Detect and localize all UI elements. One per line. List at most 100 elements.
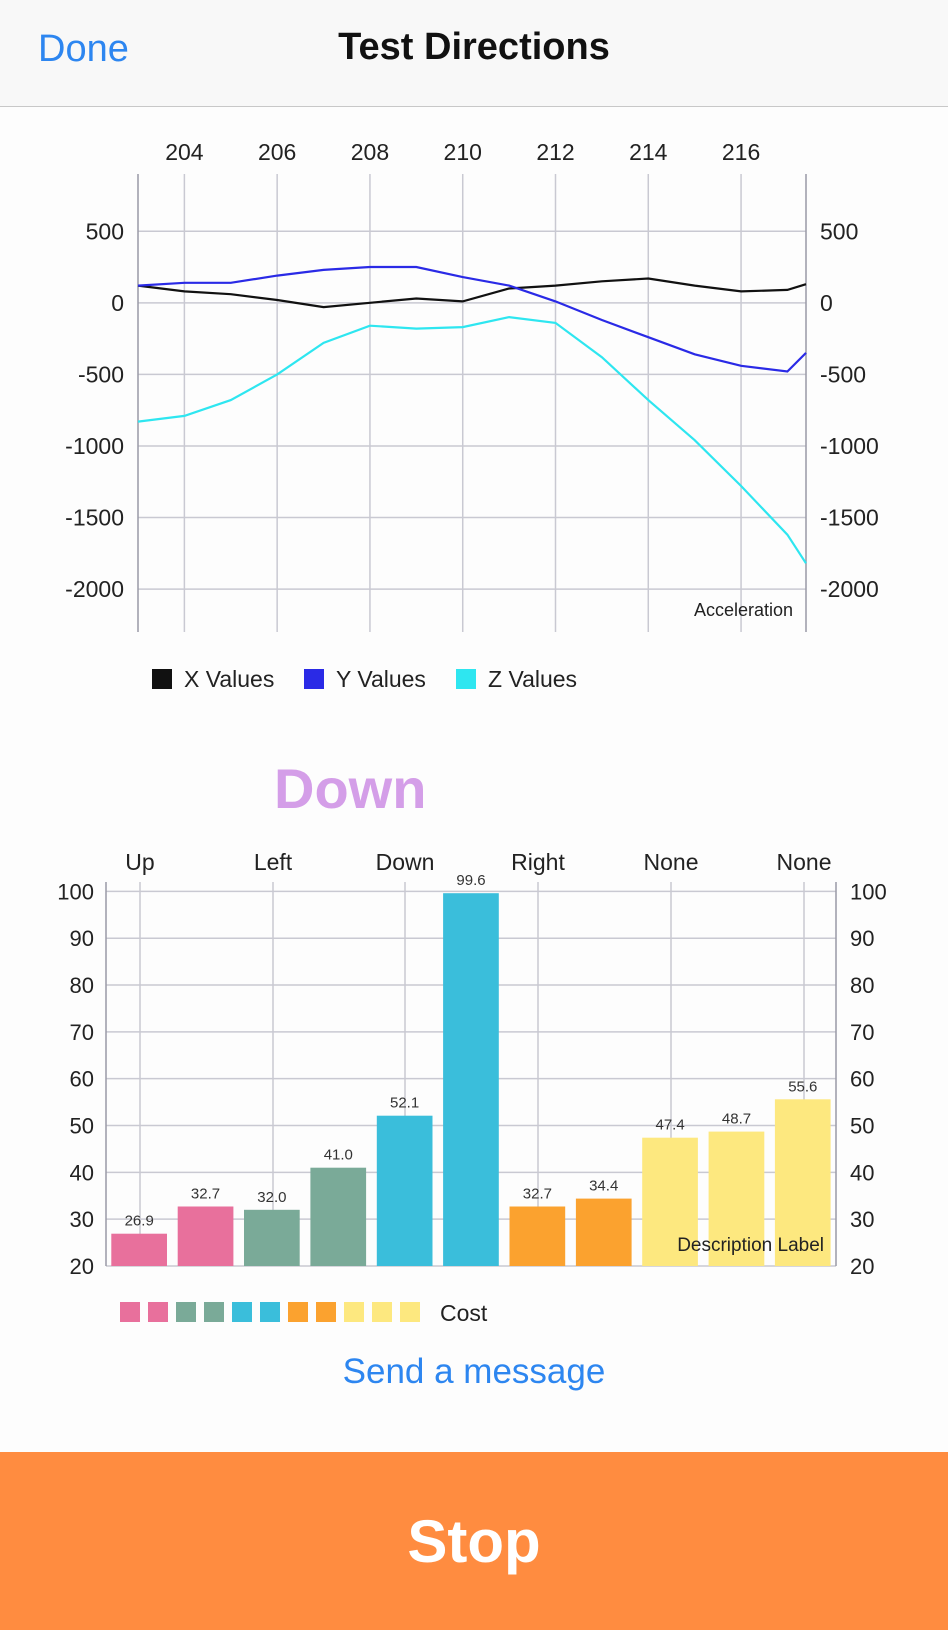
x-top-label: Up bbox=[125, 849, 154, 875]
x-tick-label: 216 bbox=[722, 139, 760, 165]
send-message-link[interactable]: Send a message bbox=[342, 1352, 606, 1391]
legend-swatch bbox=[288, 1302, 308, 1322]
done-button[interactable]: Done bbox=[38, 28, 129, 70]
legend-swatch bbox=[260, 1302, 280, 1322]
y-tick-label-right: -1500 bbox=[820, 505, 879, 531]
line-chart-legend: X Values Y Values Z Values bbox=[152, 666, 577, 692]
bar bbox=[244, 1209, 300, 1266]
series-line-x-values bbox=[137, 277, 807, 309]
y-tick-label-right: -2000 bbox=[820, 576, 879, 602]
y-tick-label-right: 80 bbox=[850, 973, 874, 998]
x-top-label: Right bbox=[511, 849, 565, 875]
bar bbox=[111, 1233, 167, 1266]
y-tick-label-left: -1500 bbox=[65, 505, 124, 531]
y-tick-label-right: 500 bbox=[820, 218, 858, 244]
y-tick-label-left: 40 bbox=[70, 1160, 94, 1185]
acceleration-line-chart: 204 206 208 210 212 214 216 500 500 0 0 -500 -500 -10… bbox=[65, 139, 879, 692]
series-line-y-values bbox=[137, 265, 807, 373]
page-title: Test Directions bbox=[338, 26, 610, 68]
y-tick-label-right: 70 bbox=[850, 1020, 874, 1045]
x-tick-label: 214 bbox=[629, 139, 668, 165]
legend-label: X Values bbox=[184, 666, 274, 692]
x-top-label: None bbox=[644, 849, 699, 875]
line-chart-series bbox=[137, 265, 807, 564]
bar-value-label: 32.7 bbox=[523, 1186, 552, 1203]
bar-value-label: 52.1 bbox=[390, 1095, 419, 1112]
bar bbox=[575, 1198, 632, 1266]
x-tick-label: 204 bbox=[165, 139, 204, 165]
bar bbox=[708, 1131, 765, 1266]
bar bbox=[509, 1206, 566, 1266]
x-tick-label: 212 bbox=[536, 139, 574, 165]
y-tick-label-left: 50 bbox=[70, 1114, 94, 1139]
cost-bar-chart: Up Left Down Right None None 100 100 90 90 80 80 70 7… bbox=[57, 849, 887, 1326]
bar bbox=[443, 893, 499, 1266]
x-top-label: Left bbox=[254, 849, 293, 875]
y-tick-label-left: 60 bbox=[70, 1067, 94, 1092]
navigation-bar: Done Test Directions bbox=[0, 0, 948, 107]
bar-chart-legend: Cost bbox=[120, 1300, 488, 1326]
bar-value-label: 41.0 bbox=[324, 1147, 353, 1164]
line-chart-grid bbox=[137, 174, 807, 632]
bar-value-label: 34.4 bbox=[589, 1178, 618, 1195]
legend-label: Y Values bbox=[336, 666, 426, 692]
bar bbox=[376, 1115, 433, 1266]
legend-swatch bbox=[304, 669, 324, 689]
y-tick-label-right: 30 bbox=[850, 1207, 874, 1232]
y-tick-label-left: 100 bbox=[57, 879, 94, 904]
x-tick-label: 208 bbox=[351, 139, 389, 165]
legend-swatch bbox=[204, 1302, 224, 1322]
bar-value-label: 32.0 bbox=[257, 1189, 286, 1206]
y-tick-label-right: -500 bbox=[820, 361, 866, 387]
legend-swatch bbox=[148, 1302, 168, 1322]
legend-swatch bbox=[344, 1302, 364, 1322]
x-tick-label: 206 bbox=[258, 139, 296, 165]
y-tick-label-left: -1000 bbox=[65, 433, 124, 459]
y-tick-label-left: 80 bbox=[70, 973, 94, 998]
x-top-label: None bbox=[777, 849, 832, 875]
y-tick-label-left: 0 bbox=[111, 290, 124, 316]
legend-swatch bbox=[372, 1302, 392, 1322]
x-top-label: Down bbox=[376, 849, 435, 875]
y-tick-label-left: 30 bbox=[70, 1207, 94, 1232]
y-tick-label-right: 100 bbox=[850, 879, 887, 904]
legend-swatch bbox=[176, 1302, 196, 1322]
y-tick-label-left: 70 bbox=[70, 1020, 94, 1045]
legend-swatch bbox=[456, 669, 476, 689]
legend-swatch bbox=[120, 1302, 140, 1322]
y-tick-label-right: 60 bbox=[850, 1067, 874, 1092]
description-label: Acceleration bbox=[694, 600, 793, 620]
x-tick-label: 210 bbox=[444, 139, 482, 165]
y-tick-label-right: 90 bbox=[850, 926, 874, 951]
bar-value-label: 32.7 bbox=[191, 1186, 220, 1203]
legend-swatch bbox=[316, 1302, 336, 1322]
bar bbox=[642, 1137, 698, 1266]
legend-swatch bbox=[232, 1302, 252, 1322]
bar bbox=[177, 1206, 234, 1266]
bar-chart-bars bbox=[111, 893, 831, 1266]
y-tick-label-right: 40 bbox=[850, 1160, 874, 1185]
legend-label: Cost bbox=[440, 1300, 488, 1326]
detected-direction-label: Down bbox=[274, 757, 427, 820]
series-line-z-values bbox=[137, 315, 807, 564]
y-tick-label-right: 20 bbox=[850, 1254, 874, 1279]
y-tick-label-right: 50 bbox=[850, 1114, 874, 1139]
stop-button[interactable]: Stop bbox=[0, 1452, 948, 1630]
bar-value-label: 99.6 bbox=[456, 872, 485, 889]
line-chart-labels: 204 206 208 210 212 214 216 500 500 0 0 -500 -500 -10… bbox=[65, 139, 879, 620]
y-tick-label-left: 20 bbox=[70, 1254, 94, 1279]
legend-swatch bbox=[400, 1302, 420, 1322]
y-tick-label-left: 500 bbox=[86, 218, 124, 244]
y-tick-label-right: -1000 bbox=[820, 433, 879, 459]
y-tick-label-left: -500 bbox=[78, 361, 124, 387]
bar-value-label: 26.9 bbox=[125, 1213, 154, 1230]
bar bbox=[310, 1167, 367, 1266]
bar bbox=[774, 1099, 831, 1266]
legend-swatch bbox=[152, 669, 172, 689]
bar-value-label: 48.7 bbox=[722, 1111, 751, 1128]
y-tick-label-left: 90 bbox=[70, 926, 94, 951]
legend-label: Z Values bbox=[488, 666, 577, 692]
bar-value-label: 47.4 bbox=[655, 1117, 684, 1134]
y-tick-label-left: -2000 bbox=[65, 576, 124, 602]
bar-value-label: 55.6 bbox=[788, 1078, 817, 1095]
